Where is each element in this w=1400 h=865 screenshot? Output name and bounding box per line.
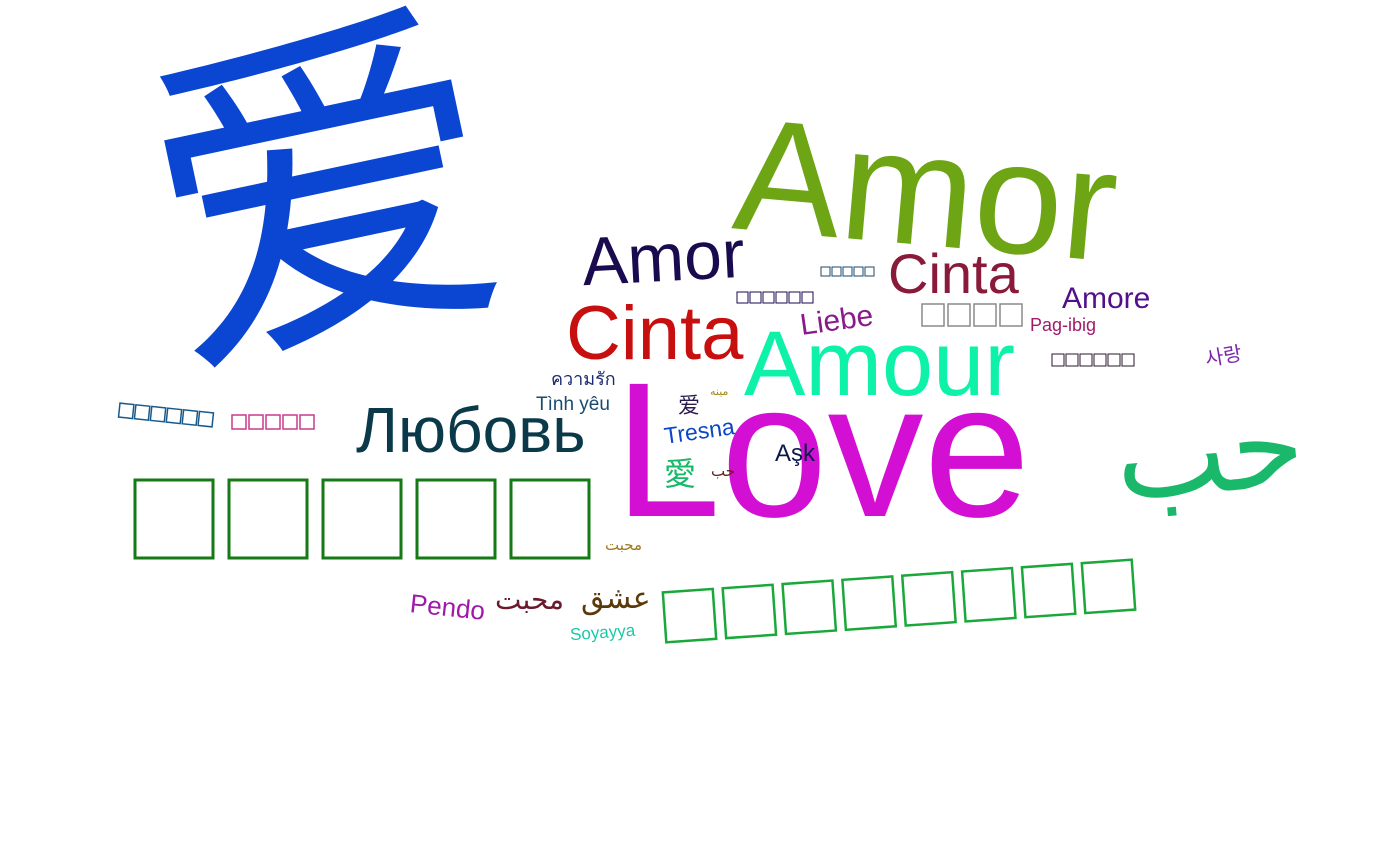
missing-glyph-box <box>788 291 801 304</box>
missing-glyph-box <box>282 414 298 430</box>
missing-glyph-box <box>509 478 591 560</box>
word-cinta-lower: Cinta <box>566 291 744 376</box>
missing-glyph-box <box>321 478 403 560</box>
missing-glyph-boxes <box>1051 353 1135 367</box>
missing-glyph-box <box>197 410 215 428</box>
word-lyubov: Любовь <box>356 394 586 466</box>
missing-glyph-box <box>775 291 788 304</box>
word-sarang: 사랑 <box>1203 340 1244 372</box>
missing-glyph-box <box>117 402 135 420</box>
missing-glyph-box <box>762 291 775 304</box>
missing-glyph-box <box>1020 562 1077 619</box>
missing-glyph-boxes <box>661 558 1137 644</box>
word-ai-traditional: 愛 <box>664 455 697 493</box>
missing-glyph-box <box>749 291 762 304</box>
missing-glyph-box <box>900 570 957 627</box>
missing-glyph-box <box>973 303 997 327</box>
word-ishq: عشق <box>581 581 651 616</box>
missing-glyph-box <box>265 414 281 430</box>
word-mina: مينه <box>710 385 729 398</box>
missing-glyph-boxes <box>921 303 1023 327</box>
word-ai-small: 爱 <box>678 394 701 419</box>
word-mohabbat: محبت <box>495 583 565 616</box>
missing-glyph-box <box>999 303 1023 327</box>
missing-glyph-box <box>1121 353 1135 367</box>
missing-glyph-box <box>133 403 151 422</box>
missing-glyph-box <box>947 303 971 327</box>
missing-glyph-box <box>165 407 183 425</box>
missing-glyph-box <box>149 405 167 423</box>
word-thai: ความรัก <box>551 369 616 389</box>
word-mohabbat-small: محبت <box>605 536 642 554</box>
word-hubb-small: حب <box>711 462 736 480</box>
word-ask: Aşk <box>775 440 816 467</box>
word-pendo: Pendo <box>408 588 487 626</box>
missing-glyph-box <box>841 575 898 632</box>
missing-glyph-box <box>842 266 853 277</box>
missing-glyph-box <box>299 414 315 430</box>
missing-glyph-box <box>1051 353 1065 367</box>
missing-glyph-box <box>921 303 945 327</box>
word-hubb-large: حب <box>1109 374 1310 528</box>
missing-glyph-boxes <box>133 478 591 560</box>
missing-glyph-box <box>415 478 497 560</box>
missing-glyph-box <box>801 291 814 304</box>
missing-glyph-box <box>820 266 831 277</box>
missing-glyph-box <box>831 266 842 277</box>
missing-glyph-box <box>1080 558 1137 615</box>
missing-glyph-box <box>231 414 247 430</box>
missing-glyph-box <box>864 266 875 277</box>
missing-glyph-box <box>1065 353 1079 367</box>
word-tinh-yeu: Tình yêu <box>536 394 610 415</box>
missing-glyph-boxes <box>231 414 315 430</box>
missing-glyph-boxes <box>736 291 814 304</box>
missing-glyph-box <box>661 587 718 644</box>
word-cinta-upper: Cinta <box>888 242 1019 305</box>
missing-glyph-boxes <box>117 402 215 428</box>
missing-glyph-box <box>248 414 264 430</box>
missing-glyph-box <box>227 478 309 560</box>
missing-glyph-box <box>133 478 215 560</box>
missing-glyph-box <box>736 291 749 304</box>
missing-glyph-box <box>853 266 864 277</box>
missing-glyph-box <box>1107 353 1121 367</box>
word-love: Love <box>614 342 1031 557</box>
word-ai-chinese-large: 爱 <box>111 0 539 431</box>
missing-glyph-box <box>781 579 838 636</box>
missing-glyph-box <box>181 408 199 427</box>
word-soyayya: Soyayya <box>569 620 636 645</box>
word-amor-medium: Amor <box>580 215 747 301</box>
missing-glyph-box <box>1079 353 1093 367</box>
word-amour: Amour <box>744 313 1015 415</box>
word-pag-ibig: Pag-ibig <box>1030 315 1097 335</box>
missing-glyph-box <box>960 566 1017 623</box>
missing-glyph-box <box>721 583 778 640</box>
missing-glyph-boxes <box>820 266 875 277</box>
word-amore: Amore <box>1062 282 1151 315</box>
missing-glyph-box <box>1093 353 1107 367</box>
